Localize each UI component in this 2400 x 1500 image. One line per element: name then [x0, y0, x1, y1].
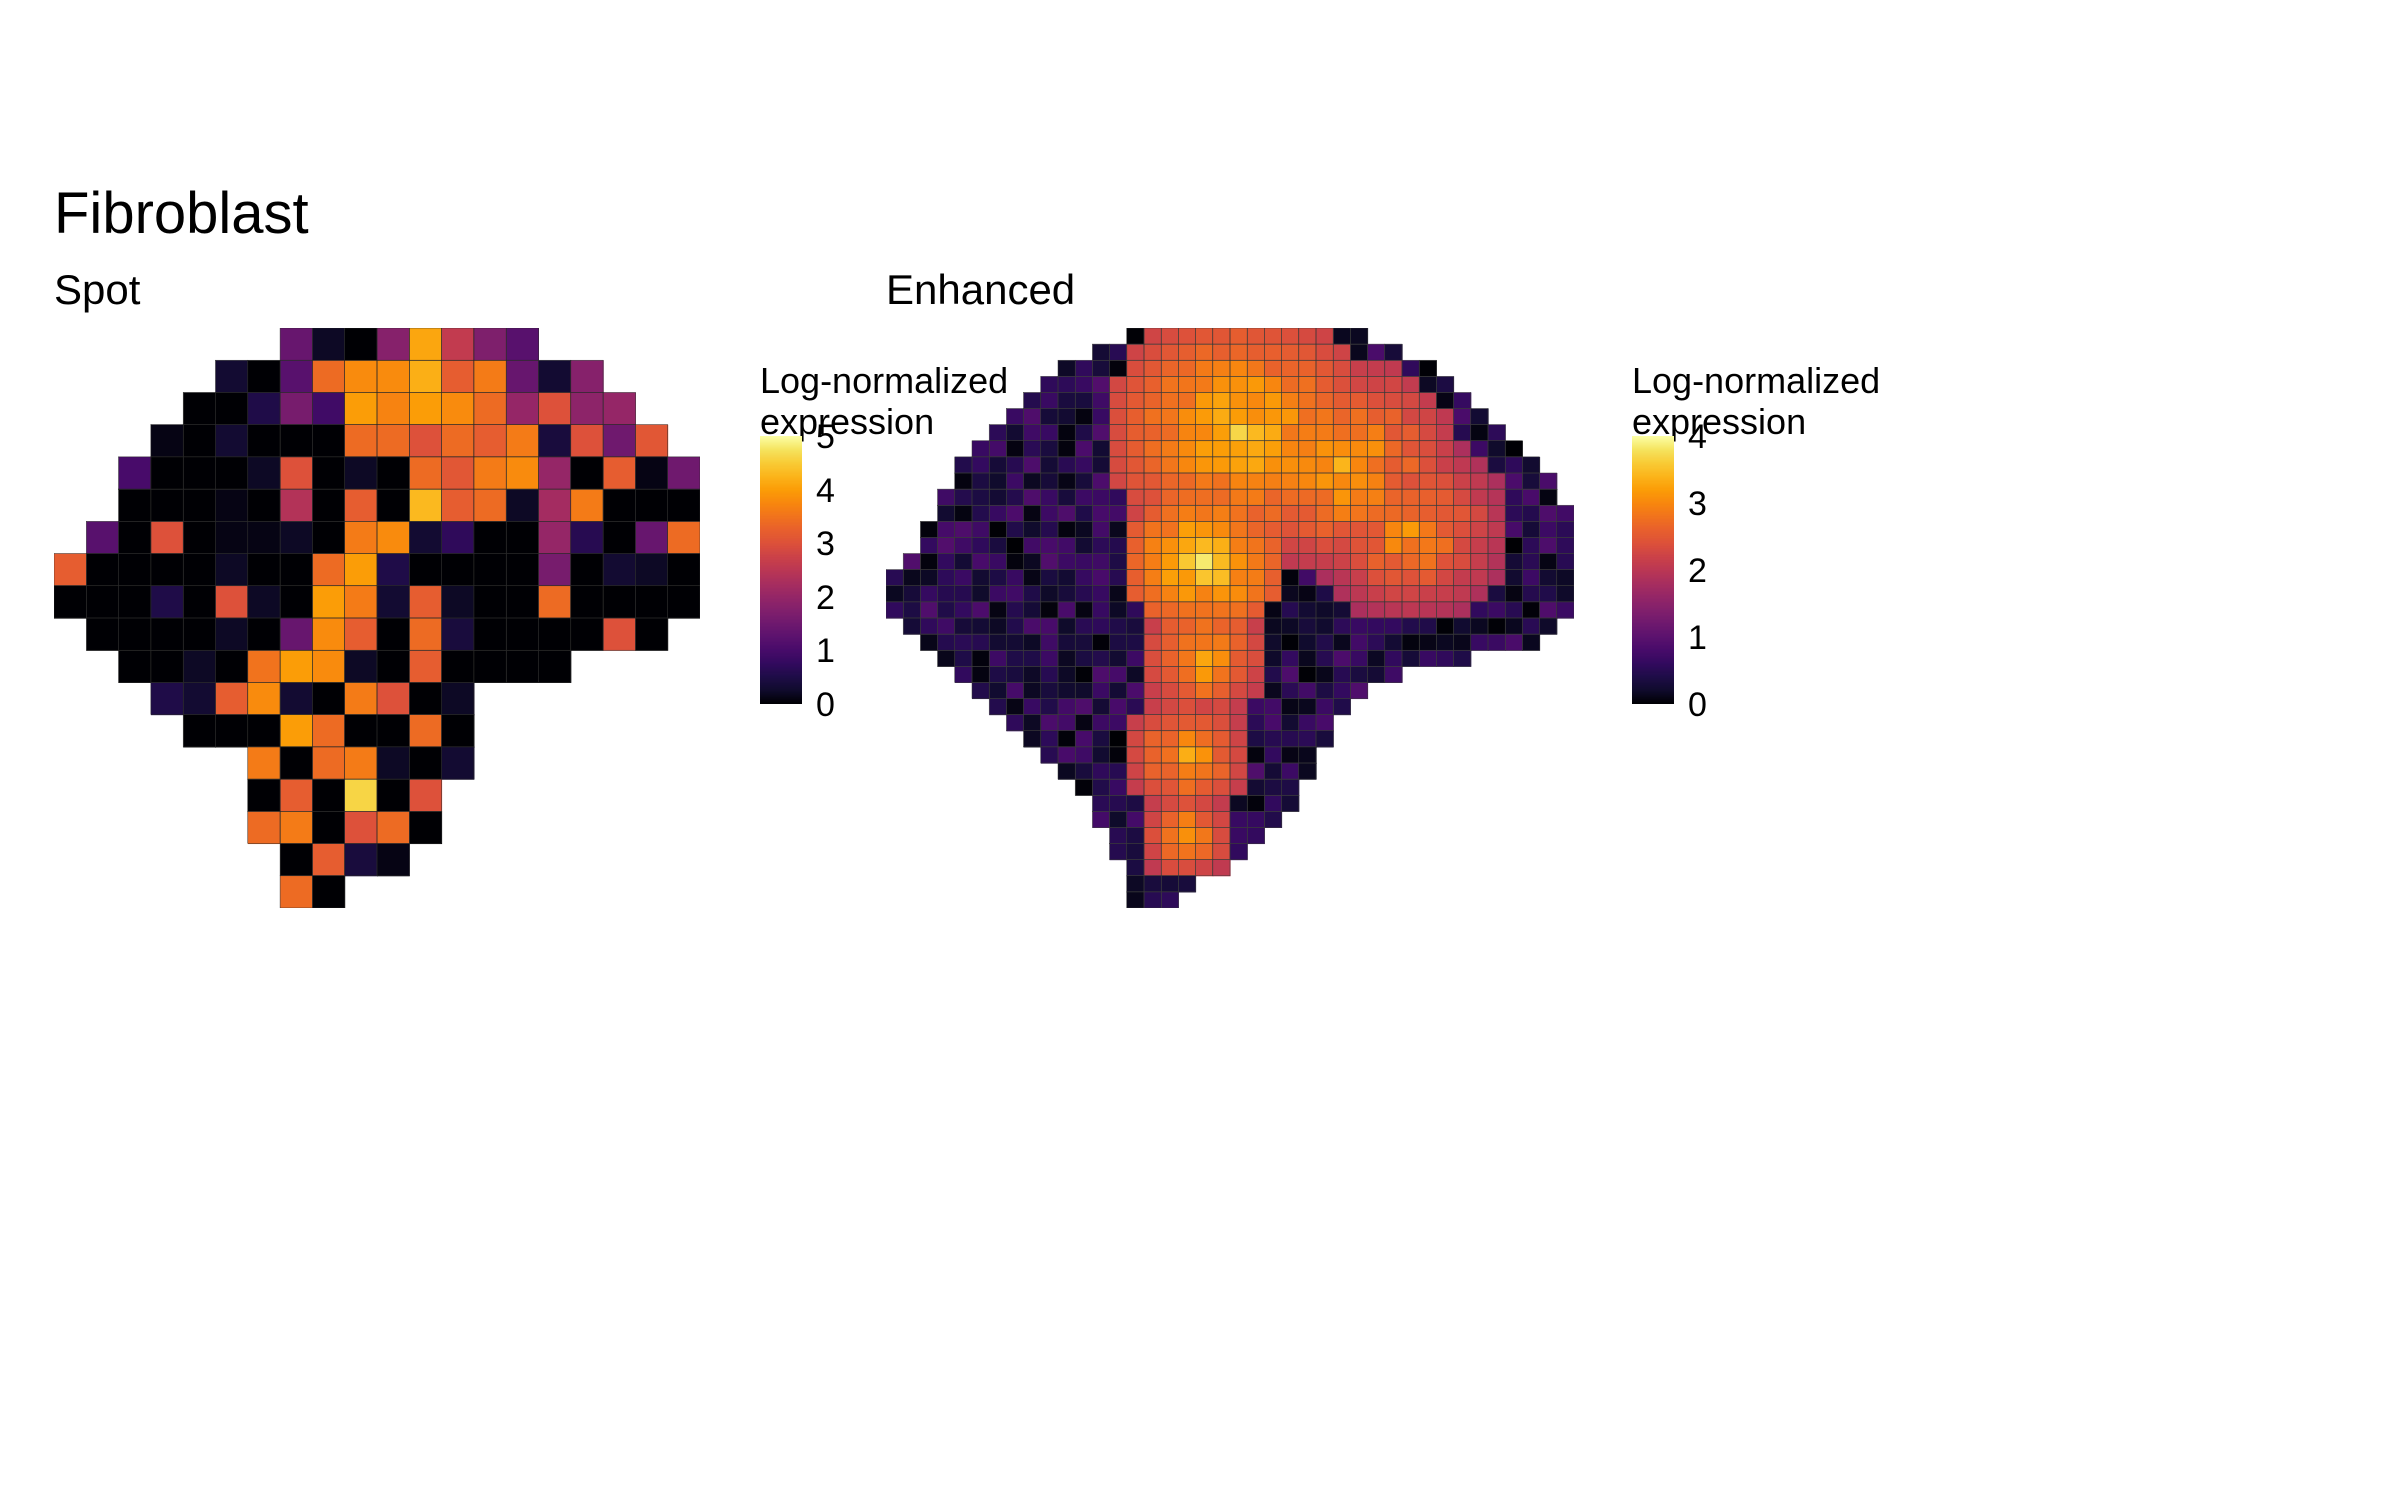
colorbar-tick: 3	[816, 525, 835, 564]
colorbar-tick: 0	[1688, 686, 1707, 725]
colorbar-tick: 4	[1688, 418, 1707, 457]
colorbar-tick: 1	[816, 632, 835, 671]
colorbar-tick: 1	[1688, 619, 1707, 658]
legend-title-enhanced: Log-normalizedexpression	[1632, 360, 1880, 443]
heatmap-enhanced	[886, 328, 1574, 908]
colorbar-spot	[760, 436, 802, 704]
panel-title-enhanced: Enhanced	[886, 266, 1075, 314]
colorbar-tick: 4	[816, 472, 835, 511]
colorbar-tick: 2	[816, 579, 835, 618]
panel-title-spot: Spot	[54, 266, 140, 314]
page-title: Fibroblast	[54, 180, 309, 247]
colorbar-tick: 5	[816, 418, 835, 457]
heatmap-spot	[54, 328, 700, 908]
colorbar-tick: 2	[1688, 552, 1707, 591]
colorbar-enhanced	[1632, 436, 1674, 704]
colorbar-tick: 3	[1688, 485, 1707, 524]
colorbar-tick: 0	[816, 686, 835, 725]
